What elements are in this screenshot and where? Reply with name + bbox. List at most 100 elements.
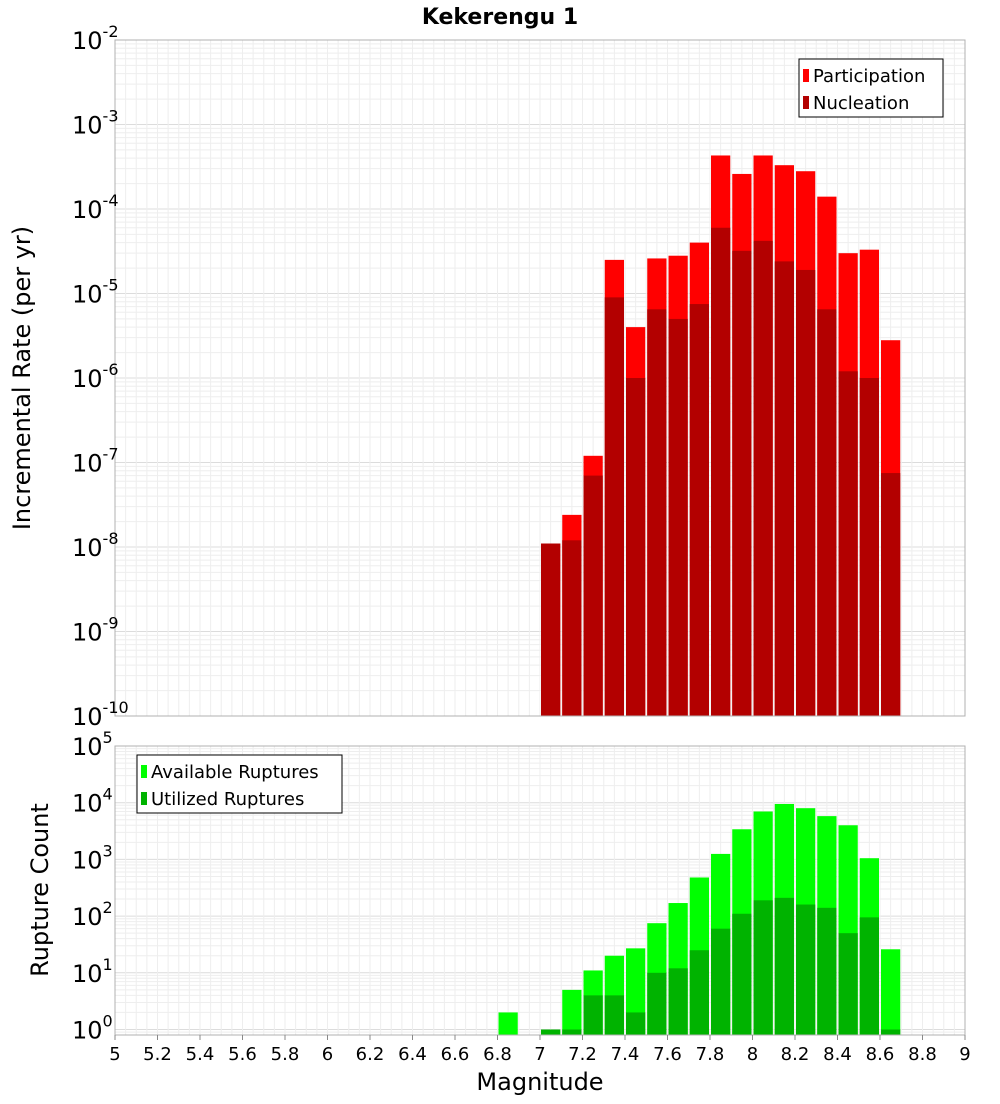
- y-tick-label: 10-6: [72, 360, 119, 393]
- y-tick-label: 10-3: [72, 107, 119, 140]
- x-tick-label: 9: [959, 1044, 970, 1065]
- bar-nucleation: [583, 475, 603, 716]
- series-utilized-ruptures: [541, 897, 901, 1035]
- y-tick-labels: 10-10 10-9 10-8 10-7 10-6 10-5 10-4 10-3 10-2: [72, 22, 129, 731]
- bar-nucleation: [881, 473, 901, 716]
- bar-nucleation: [859, 378, 879, 716]
- legend-label: Utilized Ruptures: [151, 789, 304, 810]
- legend-label: Participation: [813, 66, 925, 87]
- legend-label: Nucleation: [813, 93, 909, 114]
- x-axis-title: Magnitude: [476, 1068, 603, 1096]
- legend-swatch: [803, 96, 809, 109]
- y-tick-label: 105: [72, 728, 113, 761]
- bar-nucleation: [732, 250, 752, 716]
- x-tick-label: 5.2: [143, 1044, 172, 1065]
- bar-nucleation: [796, 269, 816, 716]
- bar-nucleation: [562, 540, 582, 716]
- bar-nucleation: [626, 378, 646, 716]
- bar-utilized-ruptures: [711, 928, 731, 1035]
- legend: Participation Nucleation: [798, 58, 944, 118]
- bar-utilized-ruptures: [774, 897, 794, 1035]
- y-tick-label: 10-7: [72, 445, 119, 478]
- grid: [114, 39, 966, 717]
- chart-panel-1: 10-10 10-9 10-8 10-7 10-6 10-5 10-4 10-3 10-2 Inc…: [8, 5, 966, 731]
- bar-nucleation: [753, 240, 773, 716]
- bar-utilized-ruptures: [647, 972, 667, 1035]
- x-tick-label: 7.6: [653, 1044, 682, 1065]
- y-tick-label: 10-9: [72, 614, 119, 647]
- x-tick-label: 8.4: [823, 1044, 852, 1065]
- x-tick-label: 7.4: [611, 1044, 640, 1065]
- bar-nucleation: [689, 304, 709, 716]
- legend-label: Available Ruptures: [151, 762, 319, 783]
- legend-box: [798, 58, 944, 118]
- bar-nucleation: [817, 309, 837, 716]
- bar-nucleation: [604, 297, 624, 716]
- x-tick-label: 5: [109, 1044, 120, 1065]
- bar-utilized-ruptures: [732, 913, 752, 1035]
- chart-panel-2: 100 101 102 103 104 105 Rupture Count 5 5.2 5.4 5.…: [26, 728, 971, 1096]
- y-tick-labels: 100 101 102 103 104 105: [72, 728, 113, 1045]
- bar-available-ruptures: [562, 989, 582, 1035]
- bar-utilized-ruptures: [562, 1029, 582, 1035]
- bar-utilized-ruptures: [838, 933, 858, 1035]
- bar-utilized-ruptures: [881, 1029, 901, 1035]
- bar-nucleation: [774, 261, 794, 716]
- bar-utilized-ruptures: [689, 950, 709, 1035]
- x-tick-label: 6.8: [483, 1044, 512, 1065]
- x-tick-label: 5.4: [186, 1044, 215, 1065]
- bar-utilized-ruptures: [859, 917, 879, 1035]
- bar-nucleation: [668, 318, 688, 716]
- bar-utilized-ruptures: [753, 900, 773, 1035]
- y-axis-title: Incremental Rate (per yr): [8, 226, 36, 530]
- x-tick-label: 7: [534, 1044, 545, 1065]
- x-tick-label: 8.6: [866, 1044, 895, 1065]
- bar-nucleation: [838, 371, 858, 716]
- y-tick-label: 10-5: [72, 276, 119, 309]
- y-tick-label: 101: [72, 955, 113, 988]
- x-tick-label: 5.6: [228, 1044, 257, 1065]
- bar-utilized-ruptures: [817, 907, 837, 1035]
- x-tick-label: 6.2: [356, 1044, 385, 1065]
- bar-utilized-ruptures: [796, 904, 816, 1035]
- x-tick-label: 6: [322, 1044, 333, 1065]
- bar-nucleation: [711, 227, 731, 716]
- x-tick-label: 6.6: [441, 1044, 470, 1065]
- bar-nucleation: [541, 543, 561, 716]
- series-nucleation: [541, 227, 901, 716]
- legend-swatch: [141, 792, 147, 805]
- y-tick-label: 10-10: [72, 698, 129, 731]
- y-tick-label: 100: [72, 1012, 113, 1045]
- bar-utilized-ruptures: [626, 1012, 646, 1035]
- y-tick-label: 10-8: [72, 529, 119, 562]
- x-tick-label: 6.4: [398, 1044, 427, 1065]
- y-tick-label: 104: [72, 785, 113, 818]
- chart-title: Kekerengu 1: [422, 5, 578, 30]
- bar-available-ruptures: [881, 949, 901, 1035]
- x-tick-label: 8: [747, 1044, 758, 1065]
- bar-utilized-ruptures: [583, 995, 603, 1035]
- legend-box: [136, 754, 343, 814]
- x-tick-label: 5.8: [271, 1044, 300, 1065]
- y-axis-title: Rupture Count: [26, 803, 54, 977]
- legend: Available Ruptures Utilized Ruptures: [136, 754, 343, 814]
- y-tick-label: 103: [72, 841, 113, 874]
- legend-swatch: [803, 69, 809, 82]
- x-tick-label: 8.8: [908, 1044, 937, 1065]
- y-tick-label: 10-2: [72, 22, 119, 55]
- x-tick-label: 7.2: [568, 1044, 597, 1065]
- plot-frame: [114, 39, 966, 717]
- y-tick-label: 10-4: [72, 191, 119, 224]
- y-tick-label: 102: [72, 898, 113, 931]
- bar-nucleation: [647, 309, 667, 716]
- x-tick-label: 8.2: [781, 1044, 810, 1065]
- x-tick-label: 7.8: [696, 1044, 725, 1065]
- x-tick-labels: 5 5.2 5.4 5.6 5.8 6 6.2 6.4 6.6 6.8 7 7.2 7.4 7.6 7.8 8…: [109, 1035, 971, 1065]
- bar-utilized-ruptures: [604, 995, 624, 1035]
- bar-utilized-ruptures: [668, 968, 688, 1035]
- bar-available-ruptures: [498, 1012, 518, 1035]
- legend-swatch: [141, 765, 147, 778]
- bar-utilized-ruptures: [541, 1029, 561, 1035]
